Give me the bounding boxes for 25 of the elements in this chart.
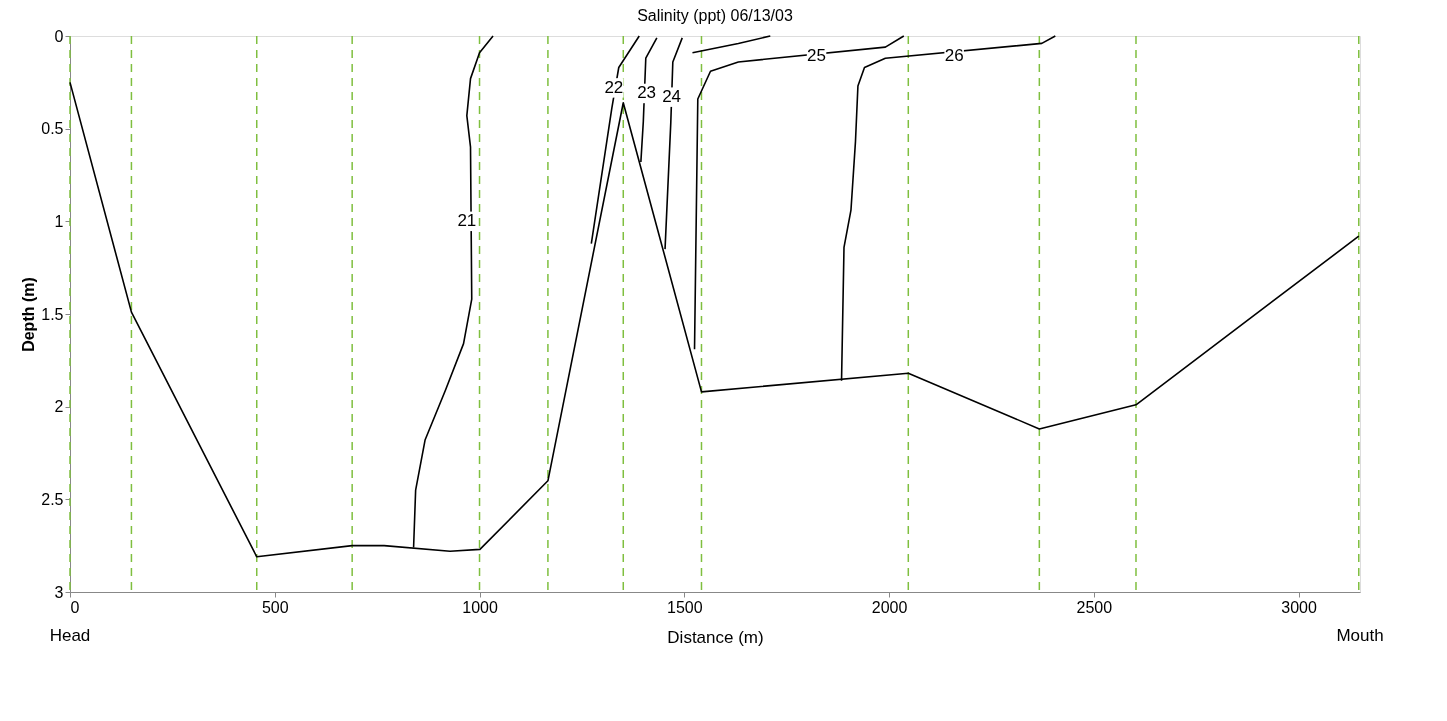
chart-title: Salinity (ppt) 06/13/03 (637, 7, 793, 24)
annotation: 23 (637, 83, 657, 103)
x-tick-label: 1000 (462, 598, 498, 616)
y-tick-label: 0.5 (41, 120, 64, 138)
annotation: 26 (944, 46, 964, 66)
x-tick-label: 3000 (1281, 598, 1317, 616)
text: Mouth (1336, 626, 1384, 645)
x-tick-label: 1500 (666, 598, 703, 616)
y-tick-label: 3 (54, 583, 64, 601)
x-tick-label: 500 (261, 598, 289, 616)
text: Head (49, 626, 91, 645)
y-tick-label: 0 (54, 27, 64, 45)
y-axis-title: Depth (m) (20, 277, 38, 352)
y-tick-label: 2 (54, 398, 64, 416)
annotation: 22 (604, 77, 624, 97)
annotation: 24 (662, 87, 682, 107)
y-tick-label: 1.5 (41, 305, 64, 323)
x-tick-label: 2000 (871, 598, 908, 616)
x-axis-title: Distance (m) (667, 627, 764, 647)
x-tick-label: 0 (70, 598, 80, 616)
annotation: 21 (457, 211, 477, 231)
annotation: 25 (807, 46, 827, 66)
y-tick-label: 1 (54, 212, 64, 230)
y-tick-label: 2.5 (41, 490, 64, 508)
x-tick-label: 2500 (1076, 598, 1113, 616)
